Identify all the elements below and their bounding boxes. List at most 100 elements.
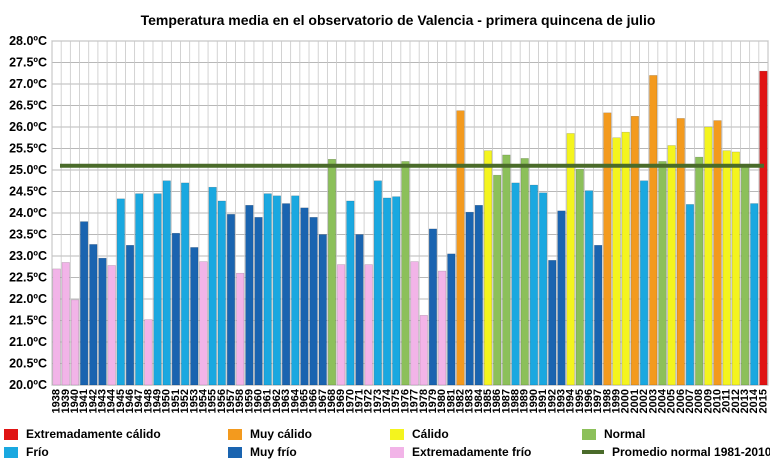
x-tick-label: 1962	[271, 389, 283, 413]
x-tick-label: 1954	[197, 388, 209, 413]
legend-label: Normal	[604, 427, 646, 441]
x-tick-label: 2014	[748, 388, 760, 413]
bar-1979	[428, 228, 437, 386]
x-tick-label: 1974	[381, 388, 393, 413]
x-tick-label: 2007	[684, 389, 696, 413]
y-tick-label: 28.0ºC	[9, 34, 47, 48]
bar-1988	[511, 182, 520, 386]
y-tick-label: 23.5ºC	[9, 228, 47, 242]
x-tick-label: 2001	[629, 389, 641, 413]
x-tick-label: 1966	[308, 389, 320, 413]
bar-2014	[750, 203, 759, 386]
bar-1984	[474, 205, 483, 386]
y-tick-label: 27.5ºC	[9, 56, 47, 70]
y-tick-label: 25.5ºC	[9, 142, 47, 156]
bar-1971	[355, 234, 364, 386]
x-tick-label: 2008	[693, 389, 705, 413]
legend-swatch	[228, 446, 242, 458]
x-tick-label: 1965	[298, 389, 310, 413]
y-tick-label: 27.0ºC	[9, 77, 47, 91]
bar-1985	[483, 150, 493, 386]
bar-2009	[704, 126, 713, 386]
x-tick-label: 1988	[510, 389, 522, 413]
x-tick-label: 1961	[262, 389, 274, 413]
x-tick-label: 2015	[757, 389, 769, 413]
x-tick-label: 1944	[106, 388, 118, 413]
y-tick-label: 25.0ºC	[9, 163, 47, 177]
x-tick-label: 1994	[565, 388, 577, 413]
x-tick-label: 1986	[491, 389, 503, 413]
y-tick-label: 22.5ºC	[9, 271, 47, 285]
x-tick-label: 1997	[592, 389, 604, 413]
x-tick-label: 1976	[399, 389, 411, 413]
x-tick-label: 2000	[620, 389, 632, 413]
x-tick-label: 1959	[243, 389, 255, 413]
x-tick-label: 1952	[179, 389, 191, 413]
bar-1981	[447, 253, 456, 386]
x-tick-label: 1938	[51, 389, 63, 413]
bar-2005	[667, 145, 676, 386]
legend-label: Extremadamente cálido	[26, 427, 161, 441]
bar-1978	[419, 315, 428, 386]
bar-1942	[89, 244, 98, 386]
legend-label: Muy cálido	[250, 427, 313, 441]
legend-swatch	[4, 428, 18, 440]
bar-1946	[125, 245, 135, 386]
bar-1944	[107, 265, 116, 386]
bar-1996	[584, 190, 594, 386]
bar-2008	[695, 156, 704, 386]
bar-1990	[529, 184, 538, 386]
bar-2007	[685, 204, 695, 386]
bar-2015	[759, 70, 768, 386]
x-tick-label: 1989	[519, 389, 531, 413]
x-tick-label: 1948	[142, 389, 154, 413]
legend-swatch	[582, 450, 604, 454]
x-tick-label: 1953	[188, 389, 200, 413]
bar-1938	[52, 268, 61, 386]
x-tick-label: 1972	[363, 389, 375, 413]
y-tick-label: 26.5ºC	[9, 99, 47, 113]
bar-1952	[181, 182, 190, 386]
bar-1967	[318, 234, 327, 386]
bar-1997	[594, 245, 603, 386]
bar-1965	[300, 207, 309, 386]
bar-1964	[291, 195, 300, 386]
x-tick-label: 2012	[730, 389, 742, 413]
x-tick-label: 1949	[152, 389, 164, 413]
x-tick-label: 1956	[216, 389, 228, 413]
x-tick-label: 1968	[326, 389, 338, 413]
bar-1960	[254, 217, 263, 386]
bar-2004	[658, 161, 667, 386]
bar-1999	[612, 137, 621, 386]
x-tick-label: 1981	[445, 389, 457, 413]
x-tick-label: 1967	[317, 389, 329, 413]
bar-1970	[346, 200, 355, 386]
legend-swatch	[4, 446, 18, 458]
bar-1939	[61, 262, 70, 386]
y-tick-label: 21.5ºC	[9, 314, 47, 328]
bar-2001	[630, 116, 639, 386]
x-tick-label: 1999	[611, 389, 623, 413]
legend-item-extremely-warm: Extremadamente cálido	[4, 425, 161, 443]
legend-label: Promedio normal 1981-2010	[612, 445, 770, 459]
x-tick-label: 1992	[546, 389, 558, 413]
x-tick-label: 1978	[418, 389, 430, 413]
bar-2002	[640, 180, 649, 386]
legend-swatch	[228, 428, 242, 440]
x-tick-label: 1943	[96, 389, 108, 413]
bar-1993	[557, 210, 566, 386]
bar-1968	[327, 159, 337, 386]
bar-1998	[603, 112, 612, 386]
x-tick-label: 1958	[234, 389, 246, 413]
y-tick-label: 23.0ºC	[9, 249, 47, 263]
bar-1957	[226, 214, 236, 386]
x-tick-label: 1990	[528, 389, 540, 413]
x-tick-label: 1975	[390, 389, 402, 413]
x-tick-label: 1983	[464, 389, 476, 413]
bar-1974	[383, 197, 392, 386]
bar-1982	[456, 110, 465, 386]
bar-1956	[217, 200, 226, 386]
bar-1954	[199, 261, 208, 386]
bar-1940	[70, 299, 79, 386]
bar-1955	[208, 186, 217, 386]
